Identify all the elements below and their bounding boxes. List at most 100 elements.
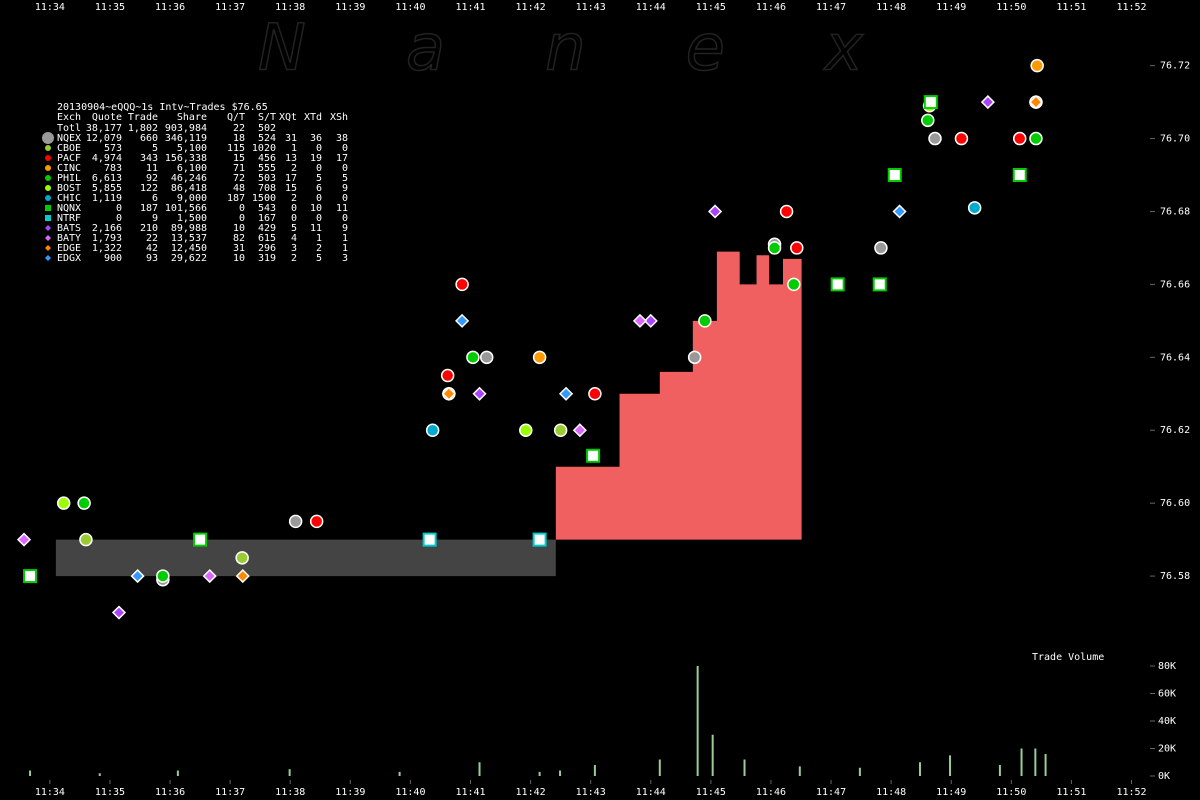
trade-marker <box>830 277 845 292</box>
trade-marker <box>56 496 71 510</box>
table-cell: 38 <box>336 133 348 144</box>
table-cell: 0 <box>342 213 348 224</box>
table-cell: 167 <box>258 213 276 224</box>
table-cell: 4 <box>291 233 297 244</box>
table-cell: 12,450 <box>171 243 207 254</box>
table-cell: 4,974 <box>92 153 122 164</box>
table-cell: 9 <box>152 213 158 224</box>
table-cell: 12,079 <box>86 133 122 144</box>
trade-marker <box>779 204 794 219</box>
table-cell: 10 <box>233 253 245 264</box>
x-tick-label: 11:40 <box>395 787 425 798</box>
trade-marker <box>455 313 470 328</box>
legend-label: NTRF <box>57 213 81 224</box>
table-cell: 13,537 <box>171 233 207 244</box>
quote-band <box>55 539 556 577</box>
table-cell: 502 <box>258 123 276 134</box>
trade-marker <box>790 241 804 255</box>
trade-marker <box>643 313 658 328</box>
trade-marker <box>130 569 145 584</box>
table-cell: 900 <box>104 253 122 264</box>
x-tick-label-top: 11:51 <box>1056 2 1086 13</box>
table-cell: 2 <box>291 163 297 174</box>
volume-bar <box>743 759 746 776</box>
table-cell: 17 <box>285 173 297 184</box>
trade-marker <box>923 95 938 110</box>
trade-marker <box>553 423 568 437</box>
table-header: Trade <box>128 112 158 123</box>
x-tick-label: 11:45 <box>696 787 726 798</box>
table-cell: 0 <box>116 203 122 214</box>
table-cell: 187 <box>227 193 245 204</box>
x-tick-label-top: 11:37 <box>215 2 245 13</box>
trade-marker <box>77 496 91 510</box>
table-cell: 38,177 <box>86 123 122 134</box>
table-cell: 15 <box>233 153 245 164</box>
table-cell: 5,100 <box>177 143 207 154</box>
table-cell: 343 <box>140 153 158 164</box>
table-header: Exch <box>57 112 81 123</box>
trade-marker <box>455 277 469 292</box>
table-cell: 0 <box>239 203 245 214</box>
volume-bar <box>1044 754 1047 776</box>
table-cell: 5 <box>291 223 297 234</box>
trade-marker <box>1030 58 1044 73</box>
y-tick-label: 76.58 <box>1160 571 1190 582</box>
table-cell: 89,988 <box>171 223 207 234</box>
table-cell: 2 <box>291 193 297 204</box>
trade-marker <box>472 386 487 401</box>
x-tick-label-top: 11:50 <box>996 2 1026 13</box>
volume-bar <box>398 771 401 776</box>
table-cell: 210 <box>140 223 158 234</box>
trade-marker <box>787 277 801 292</box>
x-tick-label: 11:49 <box>936 787 966 798</box>
legend-label: NQEX <box>57 133 81 144</box>
table-header: S/T <box>258 112 276 123</box>
table-cell: 5 <box>152 143 158 154</box>
table-cell: 13 <box>285 153 297 164</box>
legend-label: BATY <box>57 233 81 244</box>
x-tick-label-top: 11:34 <box>35 2 65 13</box>
table-cell: 11 <box>336 203 348 214</box>
table-cell: 0 <box>316 143 322 154</box>
volume-bar <box>949 755 952 776</box>
volume-bar <box>798 766 801 776</box>
legend-label: BATS <box>57 223 81 234</box>
table-cell: 9 <box>342 183 348 194</box>
x-tick-label: 11:52 <box>1116 787 1146 798</box>
table-cell: 1020 <box>252 143 276 154</box>
table-cell: 0 <box>291 213 297 224</box>
trade-marker <box>1012 131 1027 146</box>
x-tick-label: 11:34 <box>35 787 65 798</box>
trade-marker <box>586 448 601 463</box>
table-cell: 5 <box>316 253 322 264</box>
trade-marker <box>156 569 170 583</box>
trade-marker <box>708 204 723 219</box>
table-cell: 0 <box>342 193 348 204</box>
legend-marker <box>42 132 54 144</box>
x-tick-label: 11:48 <box>876 787 906 798</box>
x-tick-label-top: 11:44 <box>636 2 666 13</box>
table-cell: 0 <box>116 213 122 224</box>
table-cell: 0 <box>316 213 322 224</box>
trade-marker <box>874 241 888 255</box>
table-cell: 3 <box>342 253 348 264</box>
legend-marker <box>45 155 51 161</box>
volume-bar <box>288 769 291 776</box>
x-tick-label-top: 11:39 <box>335 2 365 13</box>
table-cell: 29,622 <box>171 253 207 264</box>
trade-marker <box>479 350 494 365</box>
table-cell: 22 <box>146 233 158 244</box>
table-cell: 1,500 <box>177 213 207 224</box>
trade-marker <box>309 514 324 529</box>
legend-marker <box>45 235 51 241</box>
trade-marker <box>887 168 902 183</box>
trade-marker <box>967 201 982 215</box>
table-cell: 156,338 <box>165 153 207 164</box>
table-cell: 429 <box>258 223 276 234</box>
table-cell: 1,119 <box>92 193 122 204</box>
volume-bar <box>176 770 179 776</box>
trade-marker <box>202 569 217 584</box>
trade-marker <box>558 386 574 401</box>
trade-marker <box>632 313 648 328</box>
